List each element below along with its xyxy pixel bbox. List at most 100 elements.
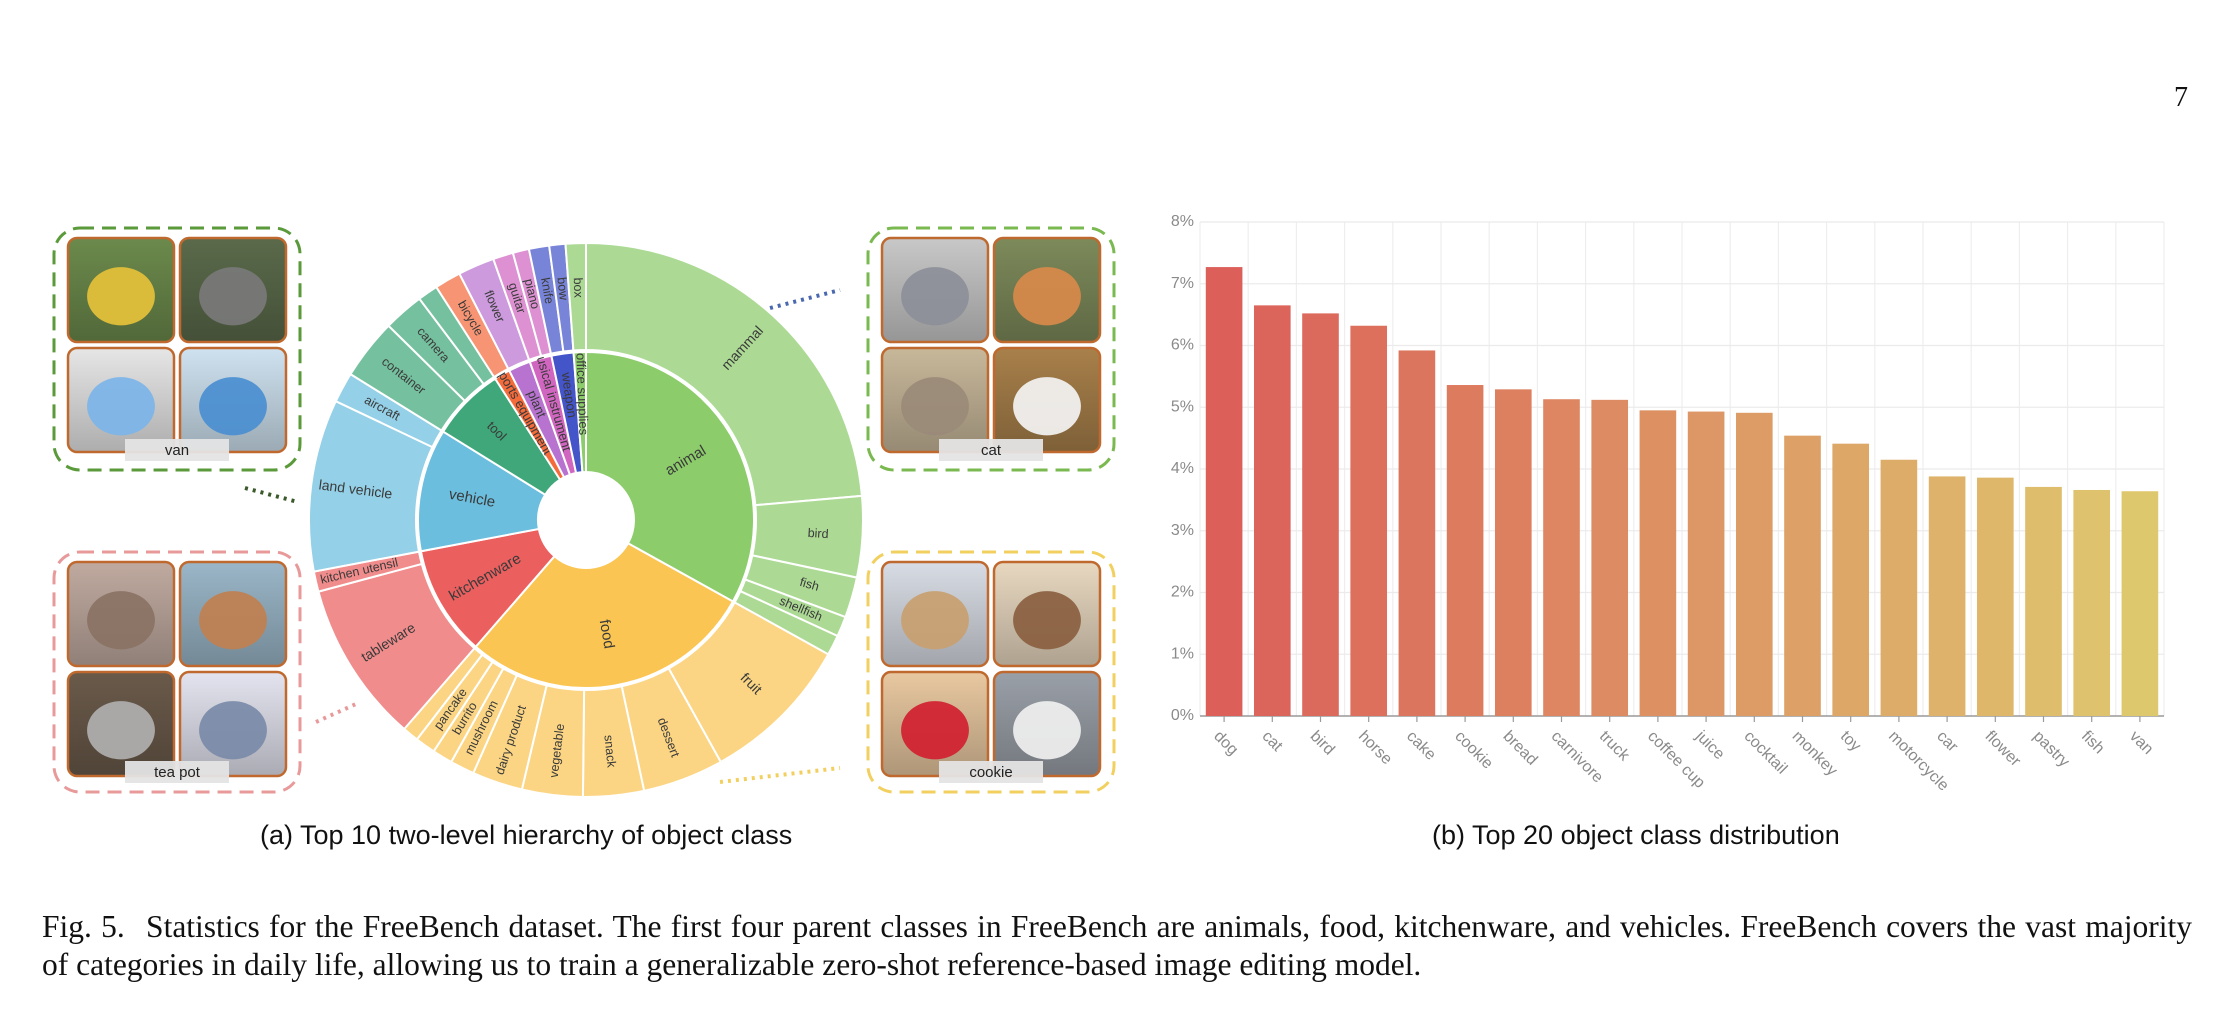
thumbnail-subject xyxy=(901,591,969,650)
caption-a: (a) Top 10 two-level hierarchy of object… xyxy=(260,820,793,850)
bar-cocktail xyxy=(1735,412,1773,716)
sunburst-outer-label: bow xyxy=(554,277,570,302)
image-group-label: tea pot xyxy=(154,764,201,781)
bar-bread xyxy=(1494,389,1532,716)
x-tick-label: toy xyxy=(1837,728,1864,755)
sunburst-outer-label: knife xyxy=(538,277,556,305)
caption-b: (b) Top 20 object class distribution xyxy=(1432,820,1840,850)
thumbnail-subject xyxy=(199,377,267,436)
image-group-border xyxy=(866,226,1116,472)
thumbnail-subject xyxy=(87,267,155,326)
thumbnail-subject xyxy=(901,267,969,326)
sunburst-center-hole xyxy=(538,472,634,568)
bar-motorcycle xyxy=(1880,459,1918,716)
leader-lines xyxy=(244,288,841,784)
y-tick-label: 4% xyxy=(1171,460,1194,477)
y-tick-label: 8% xyxy=(1171,213,1194,230)
bar-dog xyxy=(1205,267,1243,716)
x-tick-label: cocktail xyxy=(1740,728,1790,778)
bar-juice xyxy=(1687,411,1725,716)
x-tick-label: pastry xyxy=(2030,728,2073,771)
x-tick-label: car xyxy=(1933,728,1961,756)
image-group-label-bg xyxy=(125,439,229,461)
bar-toy xyxy=(1832,443,1870,716)
image-group-label: van xyxy=(165,442,189,459)
subfigure-a: van cat tea pot cookie animalfoodkitchenwar… xyxy=(52,226,1116,798)
image-group-border xyxy=(52,226,302,472)
bar-horse xyxy=(1350,325,1388,716)
bar-chart: 0% 1% 2% 3% 4% 5% 6% 7% 8% dog cat bird horse cake coo… xyxy=(1171,213,2165,795)
image-group-label: cookie xyxy=(969,764,1012,781)
x-tick-label: fish xyxy=(2078,728,2108,758)
sunburst-inner-label: weapon xyxy=(559,371,580,419)
thumbnail-subject xyxy=(901,701,969,760)
image-group-van: van xyxy=(52,226,302,472)
bar-cat xyxy=(1253,305,1291,716)
x-tick-label: cake xyxy=(1403,728,1439,764)
x-tick-label: monkey xyxy=(1789,728,1841,780)
sunburst-outer-label: box xyxy=(571,277,586,298)
thumbnail-subject xyxy=(87,377,155,436)
thumbnail-subject xyxy=(901,377,969,436)
bar-coffee-cup xyxy=(1639,410,1677,716)
y-tick-label: 3% xyxy=(1171,522,1194,539)
sunburst-outer-segment xyxy=(585,241,864,507)
sunburst-inner-label: office supplies xyxy=(573,353,591,436)
image-group-cookie: cookie xyxy=(866,550,1116,794)
x-tick-label: cookie xyxy=(1451,728,1496,773)
x-tick-label: truck xyxy=(1596,728,1633,765)
figure-caption: Fig. 5. Statistics for the FreeBench dat… xyxy=(42,908,2192,984)
x-tick-label: cat xyxy=(1258,728,1286,756)
page-number: 7 xyxy=(2174,82,2188,113)
sunburst-inner-label: food xyxy=(596,618,618,650)
y-tick-label: 0% xyxy=(1171,707,1194,724)
thumbnail-subject xyxy=(199,267,267,326)
bar-van xyxy=(2121,491,2159,716)
thumbnail-subject xyxy=(199,591,267,650)
bar-pastry xyxy=(2025,486,2062,716)
bar-flower xyxy=(1976,477,2014,716)
bar-cookie xyxy=(1446,385,1484,716)
image-groups: van cat tea pot cookie xyxy=(52,226,1116,794)
image-group-border xyxy=(866,550,1116,794)
thumbnail-subject xyxy=(199,701,267,760)
x-tick-label: van xyxy=(2126,728,2156,758)
image-group-label-bg xyxy=(939,761,1043,783)
image-group-tea-pot: tea pot xyxy=(52,550,302,794)
image-group-border xyxy=(52,550,302,794)
bar-bird xyxy=(1302,313,1339,716)
sunburst-outer-segment xyxy=(564,241,587,352)
figure-caption-text: Statistics for the FreeBench dataset. Th… xyxy=(42,909,2192,982)
sunburst-outer-label: vegetable xyxy=(547,723,568,779)
thumbnail-subject xyxy=(1013,591,1081,650)
x-tick-label: juice xyxy=(1692,727,1728,763)
sunburst-outer-label: snack xyxy=(601,734,618,769)
y-tick-label: 5% xyxy=(1171,398,1194,415)
thumbnail-subject xyxy=(87,591,155,650)
figure-label: Fig. 5. xyxy=(42,909,125,944)
leader-line xyxy=(244,486,299,504)
sunburst-outer-label: fish xyxy=(798,575,821,594)
x-tick-label: dog xyxy=(1210,728,1241,759)
thumbnail-subject xyxy=(87,701,155,760)
y-tick-label: 1% xyxy=(1171,645,1194,662)
bar-car xyxy=(1928,476,1966,716)
thumbnail-subject xyxy=(1013,377,1081,436)
image-group-cat: cat xyxy=(866,226,1116,472)
x-tick-label: flower xyxy=(1981,728,2024,771)
x-tick-label: carnivore xyxy=(1548,728,1607,787)
bar-monkey xyxy=(1784,435,1821,716)
x-tick-label: bread xyxy=(1499,728,1540,769)
thumbnail-subject xyxy=(1013,701,1081,760)
image-group-label-bg xyxy=(939,439,1043,461)
y-tick-label: 2% xyxy=(1171,584,1194,601)
image-group-label-bg xyxy=(125,761,229,783)
subfigure-b: 0% 1% 2% 3% 4% 5% 6% 7% 8% dog cat bird horse cake coo… xyxy=(1171,213,2165,795)
bar-truck xyxy=(1591,399,1629,716)
thumbnail-subject xyxy=(1013,267,1081,326)
sunburst-outer-label: bird xyxy=(807,526,829,541)
y-tick-label: 6% xyxy=(1171,337,1194,354)
image-group-label: cat xyxy=(981,442,1002,459)
y-tick-label: 7% xyxy=(1171,275,1194,292)
